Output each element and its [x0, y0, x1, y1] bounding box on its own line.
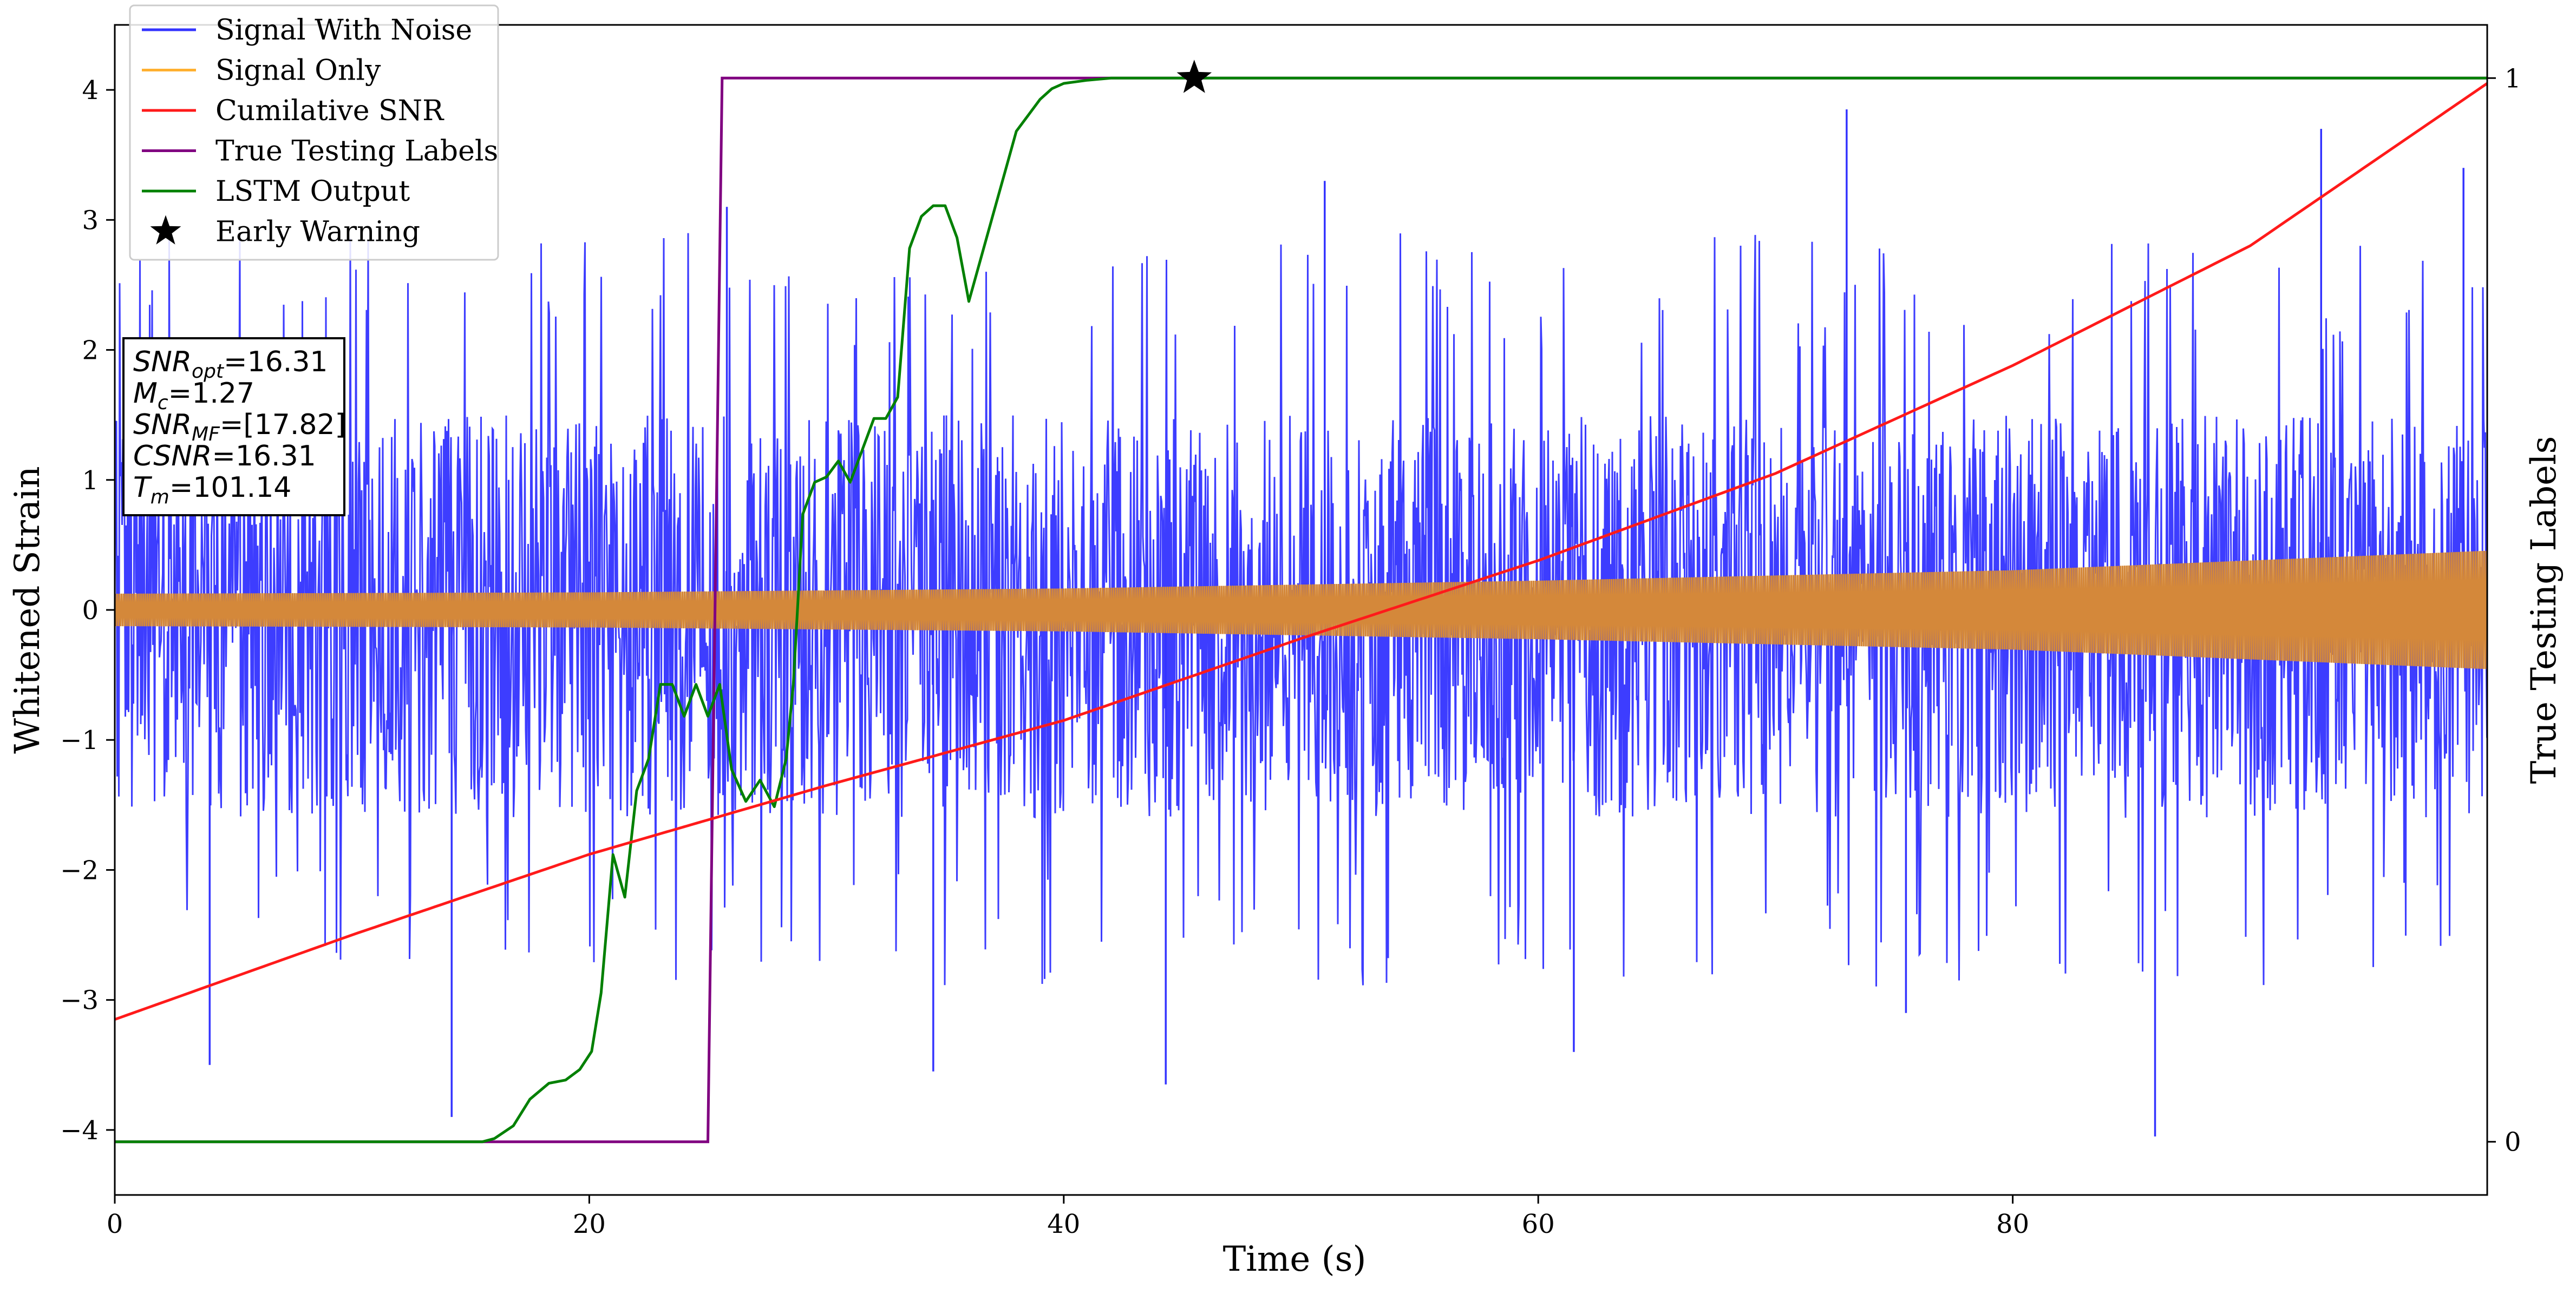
info-line-4: Tm=101.14	[133, 471, 291, 508]
series-signal-only	[115, 550, 2487, 669]
legend: Signal With Noise Signal Only Cumilative S…	[129, 4, 499, 261]
x-tick-label-0: 0	[107, 1209, 123, 1239]
legend-label-0: Signal With Noise	[215, 14, 472, 47]
series-lstm-output	[115, 76, 2487, 1144]
legend-label-3: True Testing Labels	[215, 135, 498, 168]
y-axis-left: −4 −3 −2 −1 0 1 2 3 4	[60, 75, 115, 1146]
legend-label-2: Cumilative SNR	[215, 95, 444, 127]
early-warning-star	[1176, 60, 1212, 93]
y-axis-label: Whitened Strain	[8, 466, 48, 753]
y2-tick-label-0: 0	[2505, 1127, 2521, 1158]
info-line-0: SNRopt=16.31	[133, 346, 328, 383]
info-line-3: CSNR=16.31	[133, 440, 316, 472]
series-cumilative-snr	[115, 82, 2487, 1021]
info-box: SNRopt=16.31Mc=1.27SNRMF=[17.82]CSNR=16.…	[122, 337, 346, 516]
y2-axis-label: True Testing Labels	[2524, 436, 2564, 784]
y-axis-right: 01	[2487, 63, 2521, 1158]
legend-label-4: LSTM Output	[215, 175, 410, 208]
plot-area	[115, 76, 2487, 1144]
info-box-lines: SNRopt=16.31Mc=1.27SNRMF=[17.82]CSNR=16.…	[133, 346, 346, 508]
y2-tick-label-1: 1	[2505, 63, 2521, 94]
x-axis-label: Time (s)	[1223, 1239, 1367, 1279]
y-tick-label-8: 4	[82, 75, 99, 106]
x-tick-label-2: 40	[1047, 1209, 1080, 1239]
y-tick-label-0: −4	[60, 1115, 99, 1146]
x-tick-label-4: 80	[1996, 1209, 2029, 1239]
y-tick-label-3: −1	[60, 725, 99, 756]
x-axis: 0 20 40 60 80	[107, 1195, 2029, 1239]
y-tick-label-4: 0	[82, 595, 99, 626]
y-tick-label-2: −2	[60, 855, 99, 885]
info-line-1: Mc=1.27	[133, 377, 254, 414]
legend-label-5: Early Warning	[215, 216, 420, 248]
y-tick-label-1: −3	[60, 986, 99, 1016]
legend-label-1: Signal Only	[215, 55, 381, 87]
legend-frame	[129, 4, 499, 261]
info-line-2: SNRMF=[17.82]	[133, 409, 346, 445]
x-tick-label-3: 60	[1522, 1209, 1555, 1239]
info-box-frame	[122, 337, 345, 516]
legend-items: Signal With Noise Signal Only Cumilative S…	[142, 14, 498, 248]
x-tick-label-1: 20	[573, 1209, 606, 1239]
y-tick-label-6: 2	[82, 336, 99, 366]
y-tick-label-7: 3	[82, 205, 99, 235]
y-tick-label-5: 1	[82, 465, 99, 496]
series-signal-with-noise	[115, 233, 2487, 987]
legend-marker-5	[150, 215, 181, 245]
